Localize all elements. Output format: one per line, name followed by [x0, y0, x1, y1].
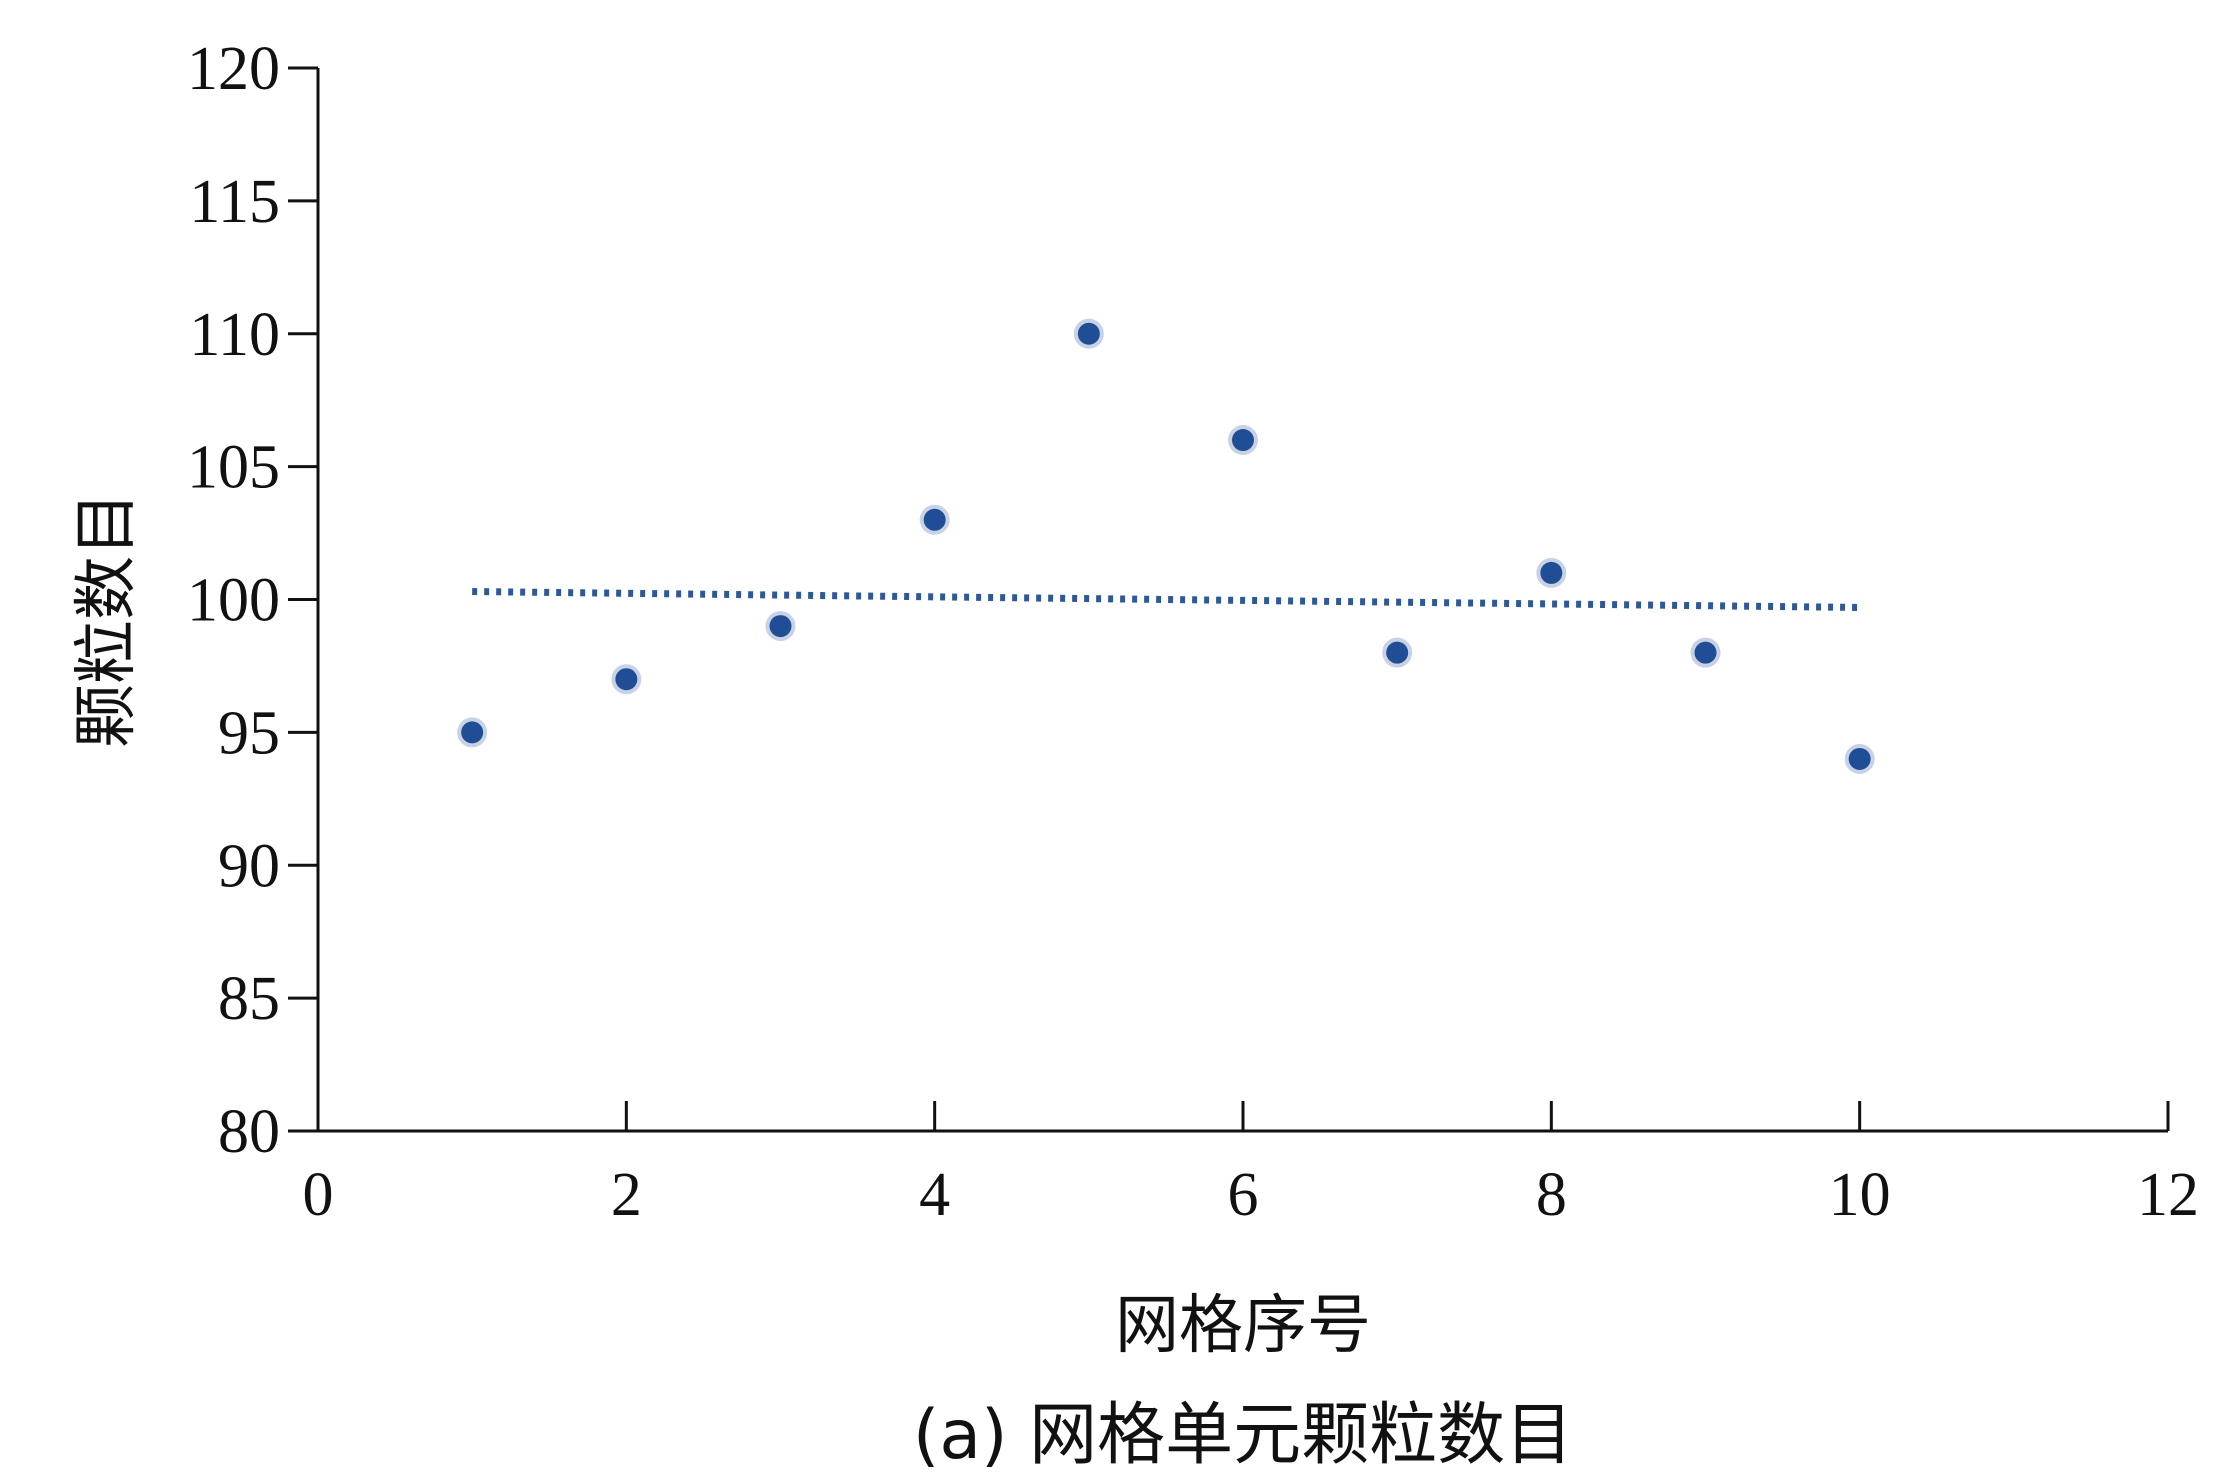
- figure-caption: (a) 网格单元颗粒数目: [913, 1396, 1573, 1475]
- data-point: [615, 668, 638, 691]
- data-points: [457, 318, 1875, 774]
- x-tick-label: 4: [919, 1161, 950, 1229]
- y-tick-label: 105: [187, 434, 280, 502]
- data-point: [1848, 747, 1871, 770]
- data-point: [1232, 429, 1254, 452]
- y-tick-label: 90: [218, 832, 280, 900]
- y-tick-label: 80: [218, 1098, 280, 1166]
- y-tick-label: 100: [187, 567, 280, 635]
- y-tick-label: 110: [189, 301, 280, 369]
- y-tick-label: 95: [218, 699, 280, 767]
- x-axis-title: 网格序号: [1115, 1289, 1371, 1363]
- y-tick-label: 85: [218, 965, 280, 1033]
- data-point: [769, 615, 792, 638]
- data-point: [461, 721, 484, 744]
- x-tick-label: 2: [611, 1161, 642, 1229]
- data-point: [1386, 641, 1409, 664]
- x-tick-label: 10: [1829, 1161, 1891, 1229]
- x-tick-label: 12: [2137, 1161, 2199, 1229]
- data-point: [1540, 561, 1563, 584]
- trendline: [472, 588, 1860, 611]
- y-ticks: 80 85 90 95 100 105 110 115 120: [187, 35, 318, 1166]
- trendline-group: [472, 588, 1860, 611]
- data-point: [923, 508, 946, 531]
- y-tick-label: 120: [187, 35, 280, 103]
- x-tick-label: 6: [1228, 1161, 1259, 1229]
- y-axis-title: 颗粒数目: [70, 492, 144, 748]
- data-point: [1694, 641, 1717, 664]
- x-tick-label: 8: [1536, 1161, 1567, 1229]
- x-tick-label: 0: [303, 1161, 334, 1229]
- data-point: [1077, 322, 1100, 345]
- y-tick-label: 115: [189, 168, 280, 236]
- x-ticks: 0 2 4 6 8 10 12: [303, 1101, 2199, 1229]
